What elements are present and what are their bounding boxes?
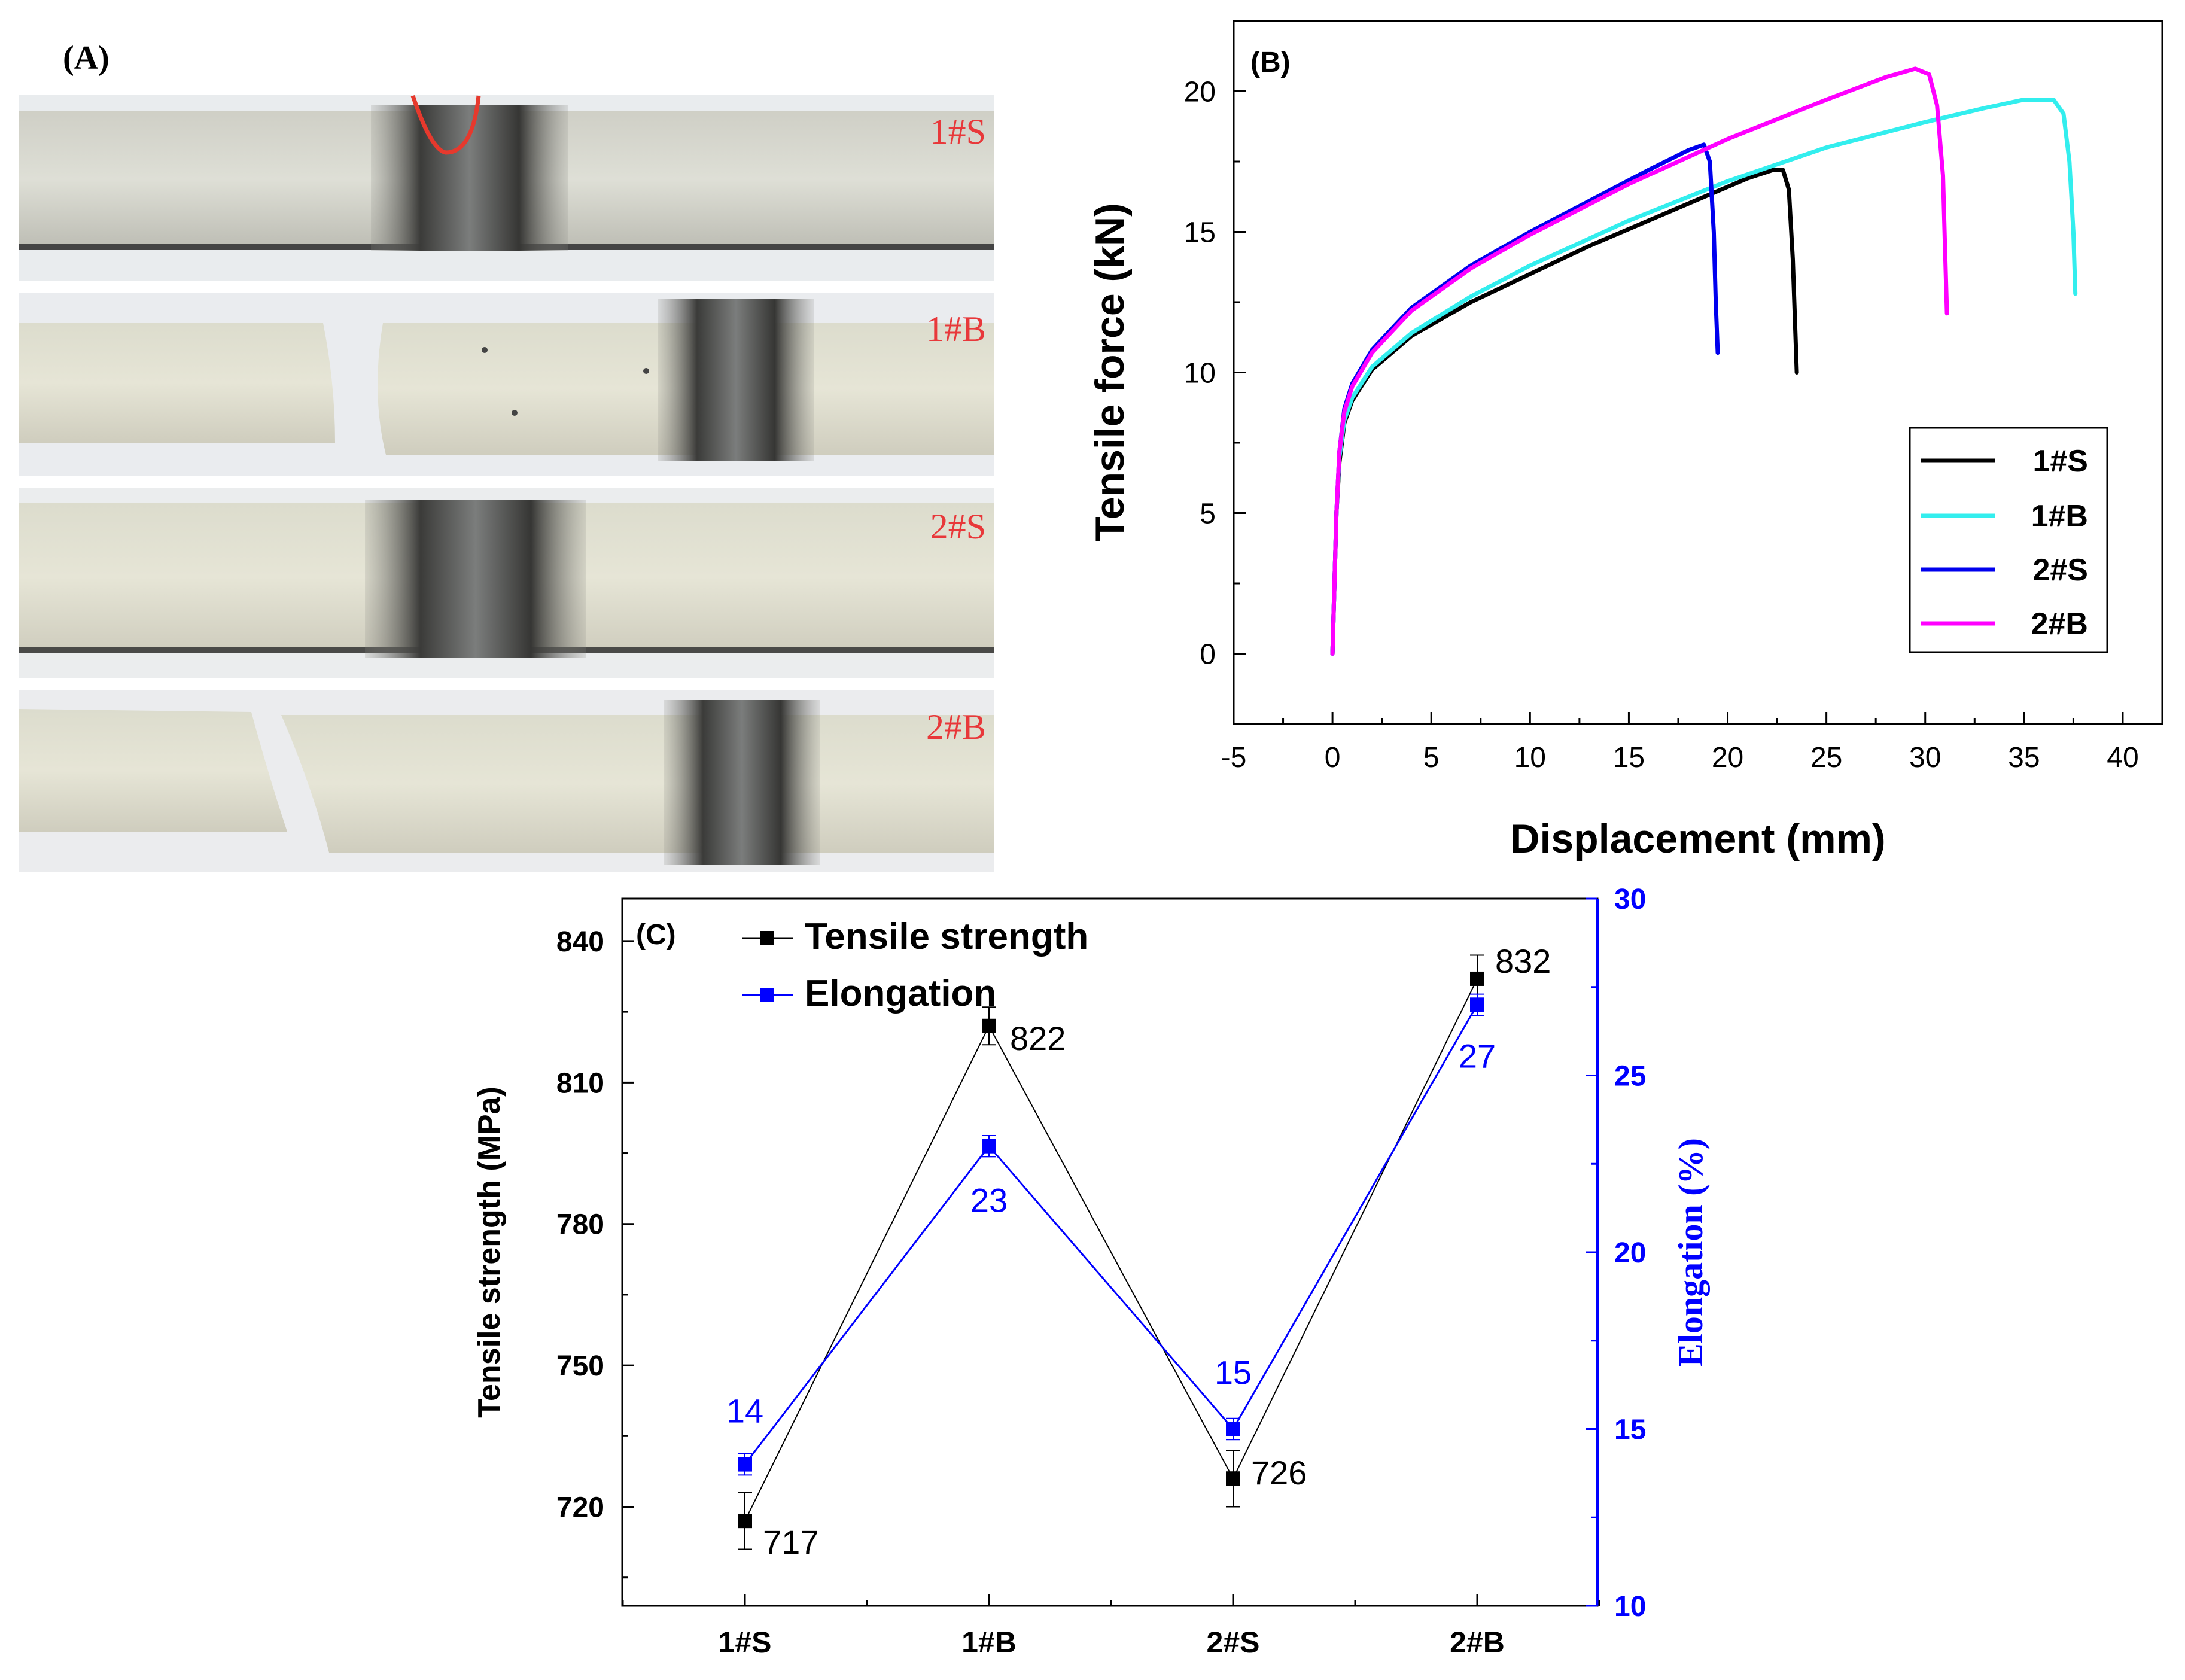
x-tick-label-35: 35 xyxy=(2008,742,2040,774)
point-tensile-strength-1b xyxy=(982,1018,996,1033)
x-tick-label-5: 5 xyxy=(1423,742,1440,774)
panel-c-series: 717 822 726 832 14 23 15 27 xyxy=(726,942,1551,1561)
data-label-elongation-1b: 23 xyxy=(970,1182,1008,1219)
curve-2b xyxy=(1330,66,1949,656)
point-elongation-1s xyxy=(738,1457,752,1472)
panel-c-strength-elongation: (C) 1#S 1#B 2#S 2#B 720 750 780 810 840 10 15 20 25 3… xyxy=(472,884,1710,1659)
panel-b-y-axis-title: Tensile force (kN) xyxy=(1087,203,1133,541)
data-label-elongation-2s: 15 xyxy=(1215,1354,1252,1392)
y-tick-label-750: 750 xyxy=(556,1350,604,1382)
specimen-label-3: 2#S xyxy=(930,507,986,546)
legend-label-1s: 1#S xyxy=(2032,444,2088,479)
point-tensile-strength-2s xyxy=(1226,1471,1240,1486)
y2-tick-label-25: 25 xyxy=(1614,1061,1646,1092)
y-tick-label-0: 0 xyxy=(1200,639,1216,671)
point-tensile-strength-2b xyxy=(1470,971,1484,986)
panel-c-label: (C) xyxy=(636,919,676,951)
data-label-tensile-strength-1s: 717 xyxy=(763,1523,818,1561)
curve-1s xyxy=(1330,168,1799,656)
specimen-photo-4: 2#B xyxy=(19,690,994,872)
y2-tick-label-30: 30 xyxy=(1614,884,1646,915)
panel-b-legend-box xyxy=(1909,427,2108,653)
panel-c-right-axis-title: Elongation (%) xyxy=(1671,1138,1710,1366)
y-tick-label-5: 5 xyxy=(1200,498,1216,530)
y-tick-label-10: 10 xyxy=(1184,358,1216,389)
specimen-label-4: 2#B xyxy=(926,707,986,747)
y-tick-label-810: 810 xyxy=(556,1067,604,1099)
legend-label-elongation: Elongation xyxy=(805,973,996,1014)
panel-c-frame xyxy=(621,897,1599,1607)
data-label-elongation-1s: 14 xyxy=(726,1392,763,1430)
legend-marker-tensile xyxy=(760,931,774,945)
panel-b-series xyxy=(1330,66,2078,656)
specimen-photo-3: 2#S xyxy=(19,488,994,678)
y2-tick-label-10: 10 xyxy=(1614,1591,1646,1623)
panel-b-legend: 1#S 1#B 2#S 2#B xyxy=(1909,427,2108,653)
data-label-tensile-strength-2b: 832 xyxy=(1495,942,1551,980)
x-tick-label-20: 20 xyxy=(1712,742,1743,774)
legend-label-2s: 2#S xyxy=(2032,553,2088,588)
legend-marker-elongation xyxy=(760,988,774,1002)
specimen-label-2: 1#B xyxy=(926,309,986,349)
series-line-elongation xyxy=(744,1004,1478,1465)
point-elongation-2b xyxy=(1470,997,1484,1012)
point-elongation-1b xyxy=(982,1139,996,1154)
point-tensile-strength-1s xyxy=(738,1514,752,1529)
x-tick-label-1b: 1#B xyxy=(961,1626,1017,1659)
panel-c-left-axis-title: Tensile strength (MPa) xyxy=(472,1086,507,1418)
fracture-marker-circle xyxy=(410,95,481,155)
x-tick-label-40: 40 xyxy=(2107,742,2138,774)
x-tick-label-0: 0 xyxy=(1325,742,1341,774)
data-label-elongation-2b: 27 xyxy=(1459,1037,1496,1075)
data-label-tensile-strength-1b: 822 xyxy=(1010,1019,1066,1057)
x-tick-label--5: -5 xyxy=(1221,742,1247,774)
x-tick-label-2s: 2#S xyxy=(1207,1626,1260,1659)
panel-a-label: (A) xyxy=(63,39,109,77)
specimen-photo-2: 1#B xyxy=(19,293,994,476)
series-line-tensile-strength xyxy=(744,978,1478,1521)
panel-b-label: (B) xyxy=(1250,47,1291,78)
panel-c-axes: 1#S 1#B 2#S 2#B 720 750 780 810 840 10 15 20 25 30 xyxy=(556,884,1646,1659)
legend-label-1b: 1#B xyxy=(2031,499,2088,534)
data-label-tensile-strength-2s: 726 xyxy=(1251,1454,1307,1492)
x-tick-label-25: 25 xyxy=(1810,742,1842,774)
y-tick-label-20: 20 xyxy=(1184,77,1216,108)
point-elongation-2s xyxy=(1226,1422,1240,1436)
x-tick-label-2b: 2#B xyxy=(1450,1626,1505,1659)
panel-c-legend: Tensile strength Elongation xyxy=(742,916,1088,1014)
y-tick-label-15: 15 xyxy=(1184,217,1216,249)
x-tick-label-10: 10 xyxy=(1514,742,1546,774)
specimen-photo-1: 1#S xyxy=(19,95,994,281)
panel-b-force-displacement: (B) -5 0 5 10 15 20 25 30 35 40 0 5 10 15 20 Displacem… xyxy=(1087,20,2163,862)
x-tick-label-30: 30 xyxy=(1909,742,1941,774)
legend-label-tensile: Tensile strength xyxy=(805,916,1088,957)
specimen-label-1: 1#S xyxy=(930,112,986,151)
legend-label-2b: 2#B xyxy=(2031,607,2088,641)
panel-b-axes: -5 0 5 10 15 20 25 30 35 40 0 5 10 15 20 xyxy=(1184,20,2139,774)
x-tick-label-1s: 1#S xyxy=(719,1626,772,1659)
curve-2s xyxy=(1330,142,1720,656)
y2-tick-label-20: 20 xyxy=(1614,1237,1646,1269)
panel-b-x-axis-title: Displacement (mm) xyxy=(1510,816,1885,862)
y-tick-label-780: 780 xyxy=(556,1209,604,1241)
x-tick-label-15: 15 xyxy=(1613,742,1645,774)
y2-tick-label-15: 15 xyxy=(1614,1414,1646,1446)
panel-a-photos: (A) 1#S 1#B xyxy=(19,39,994,872)
y-tick-label-720: 720 xyxy=(556,1492,604,1524)
y-tick-label-840: 840 xyxy=(556,926,604,958)
